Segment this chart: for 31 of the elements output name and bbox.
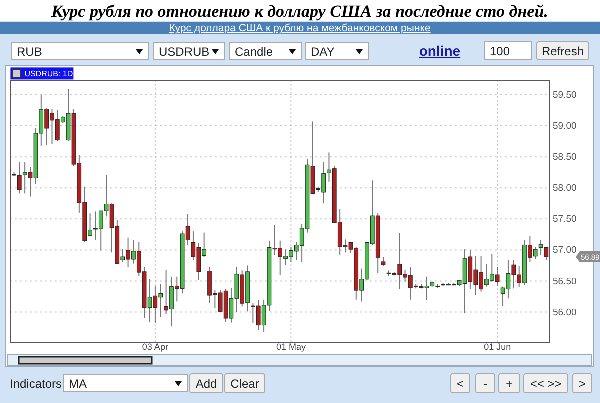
text: Candle xyxy=(235,45,274,59)
text: Refresh xyxy=(542,44,584,58)
chart-title: Курс рубля по отношению к доллару США за последние сто дней. xyxy=(50,2,548,21)
text: Add xyxy=(196,377,218,391)
candlestick xyxy=(381,256,386,267)
text: > xyxy=(578,377,586,391)
text: - xyxy=(484,377,488,391)
y-tick-label: 56.50 xyxy=(553,276,577,288)
y-tick-label: 58.00 xyxy=(553,183,577,194)
y-tick-label: 59.00 xyxy=(553,121,577,132)
y-tick-label: 59.50 xyxy=(553,90,577,102)
text: DAY xyxy=(311,45,335,59)
text: << >> xyxy=(530,377,562,391)
text: online xyxy=(419,43,461,59)
text: Clear xyxy=(230,377,260,391)
text: + xyxy=(506,377,514,391)
chart-subtitle: Курс доллара США к рублю на межбанковском рынке xyxy=(169,22,431,34)
y-tick-label: 56.00 xyxy=(553,307,577,318)
y-tick-label: 58.50 xyxy=(553,152,577,164)
text: Indicators xyxy=(10,377,62,391)
text: 100 xyxy=(490,44,510,58)
x-tick-label: 01 Jun xyxy=(484,342,512,352)
y-tick-label: 57.00 xyxy=(553,245,577,256)
x-tick-label: 03 Apr xyxy=(142,342,168,352)
y-tick-label: 57.50 xyxy=(553,214,577,226)
text: USDRUB xyxy=(159,45,210,59)
text: RUB xyxy=(17,45,42,59)
text: < xyxy=(456,377,464,391)
text: USDRUB: 1D xyxy=(24,70,74,79)
x-tick-label: 01 May xyxy=(276,342,306,352)
text: MA xyxy=(69,377,87,391)
